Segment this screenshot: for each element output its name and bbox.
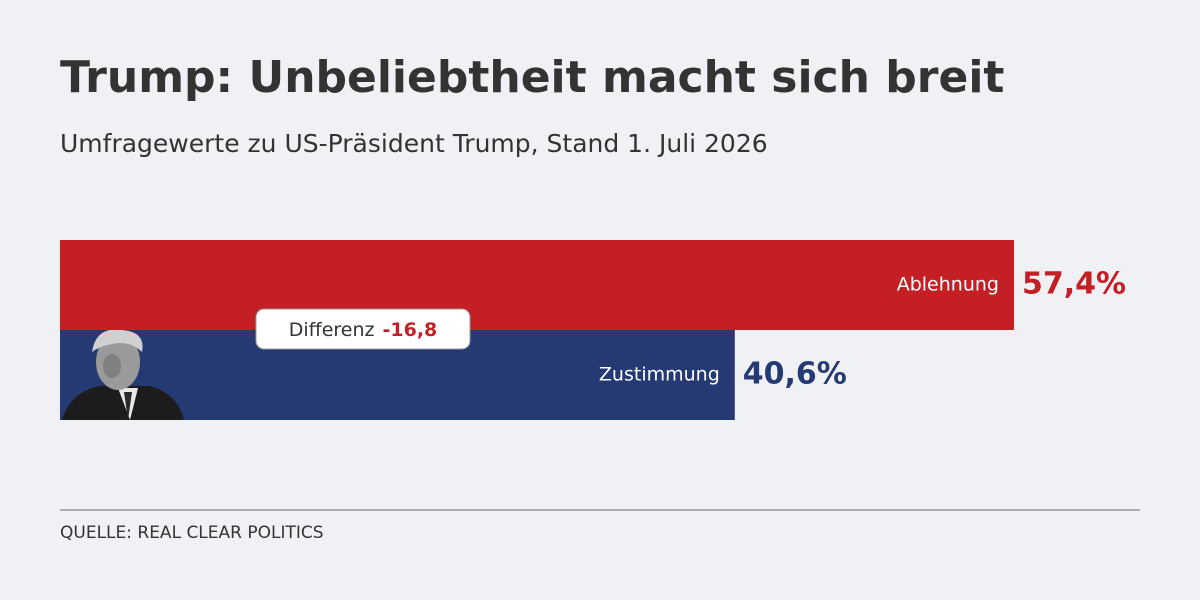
bar [60,240,1014,330]
category-label: Zustimmung [599,364,720,386]
callout-text: Differenz -16,8 [289,319,438,341]
portrait [62,330,184,420]
value-label: 40,6% [743,357,847,392]
value-label: 57,4% [1022,267,1126,302]
bars: Ablehnung 57,4% Zustimmung 40,6% [60,240,1126,420]
callout-label: Differenz [289,319,375,341]
chart-title: Trump: Unbeliebtheit macht sich breit [60,52,1004,103]
callout-box [255,308,471,350]
source: QUELLE: REAL CLEAR POLITICS [60,523,324,543]
chart-subtitle: Umfragewerte zu US-Präsident Trump, Stan… [60,129,768,158]
category-label: Ablehnung [897,274,999,296]
difference-callout: Differenz -16,8 [255,308,471,350]
callout-value: -16,8 [383,319,438,341]
